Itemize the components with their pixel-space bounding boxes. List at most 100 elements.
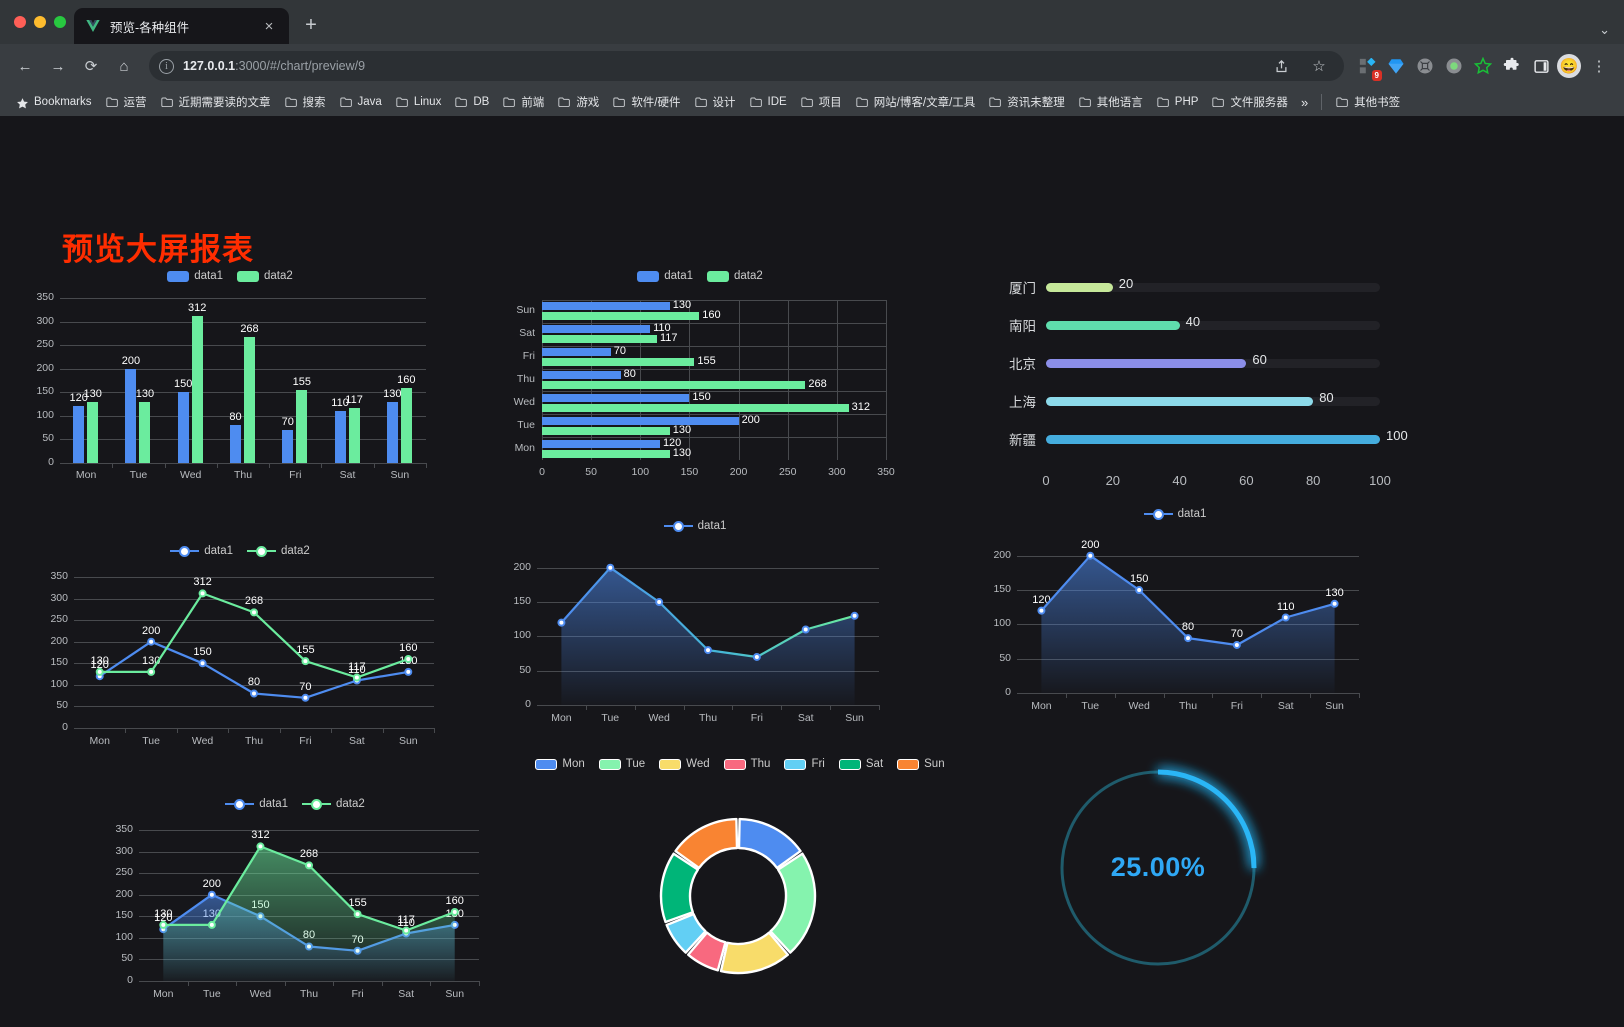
progress-row[interactable]: 南阳 40 <box>990 306 1380 344</box>
home-button[interactable]: ⌂ <box>119 57 129 75</box>
legend-item-Sun[interactable]: Sun <box>897 758 945 770</box>
forward-button[interactable]: → <box>50 57 66 75</box>
legend-item-data1[interactable]: data1 <box>1143 508 1206 520</box>
data-point[interactable] <box>1184 634 1192 643</box>
site-info-icon[interactable]: i <box>159 58 174 74</box>
close-window-button[interactable] <box>14 16 26 28</box>
reload-button[interactable]: ⟳ <box>84 58 98 75</box>
data-point[interactable] <box>752 652 761 661</box>
horizontal-bar-chart[interactable]: data1 data2 0 50 100 150 200 250 300 350 Sun 130 160… <box>500 266 900 486</box>
bookmarks-overflow-button[interactable]: » <box>1300 94 1309 110</box>
data-point[interactable] <box>404 667 413 676</box>
bookmark-item-16[interactable]: PHP <box>1151 93 1205 111</box>
bookmark-item-6[interactable]: DB <box>449 93 495 111</box>
donut-slice-Tue[interactable] <box>769 852 817 954</box>
legend-item-data2[interactable]: data2 <box>247 545 310 557</box>
donut-slice-Sun[interactable] <box>674 817 739 870</box>
window-controls[interactable] <box>10 0 74 44</box>
browser-tab[interactable]: 预览-各种组件 × <box>74 8 289 44</box>
bookmark-item-15[interactable]: 其他语言 <box>1073 91 1149 113</box>
data-point[interactable] <box>95 672 104 681</box>
bookmark-item-0[interactable]: Bookmarks <box>10 93 98 111</box>
progress-row[interactable]: 新疆 100 <box>990 420 1408 458</box>
other-bookmarks-folder[interactable]: 其他书签 <box>1330 91 1406 113</box>
bookmark-item-3[interactable]: 搜索 <box>279 91 332 113</box>
legend-item-Thu[interactable]: Thu <box>723 758 770 770</box>
bookmark-item-8[interactable]: 游戏 <box>552 91 605 113</box>
back-button[interactable]: ← <box>17 57 33 75</box>
data-point[interactable] <box>1281 613 1290 622</box>
legend-item-data1[interactable]: data1 <box>225 798 288 810</box>
legend-item-data1[interactable]: data1 <box>663 520 726 532</box>
data-point[interactable] <box>256 842 265 851</box>
command-extension-icon[interactable] <box>1412 53 1438 79</box>
donut-slice-Fri[interactable] <box>665 912 707 954</box>
data-point[interactable] <box>147 667 156 676</box>
bookmark-item-4[interactable]: Java <box>334 93 388 111</box>
data-point[interactable] <box>1232 640 1241 649</box>
bookmark-item-2[interactable]: 近期需要读的文章 <box>155 91 277 113</box>
donut-slice-Sat[interactable] <box>659 852 700 924</box>
close-tab-button[interactable]: × <box>264 17 274 35</box>
line-chart-two-series[interactable]: data1 data2 0 50 100 150 200 250 300 350 Mon Tue Wed… <box>30 541 450 756</box>
circle-extension-icon[interactable] <box>1441 53 1467 79</box>
gauge-chart[interactable]: 25.00% <box>1040 748 1280 993</box>
bookmark-item-9[interactable]: 软件/硬件 <box>607 91 686 113</box>
address-bar[interactable]: i 127.0.0.1:3000/#/chart/preview/9 ☆ <box>149 51 1344 81</box>
legend-item-data2[interactable]: data2 <box>237 270 293 282</box>
data-point[interactable] <box>353 946 362 955</box>
progress-row[interactable]: 厦门 20 <box>990 268 1380 306</box>
data-point[interactable] <box>850 611 859 620</box>
data-point[interactable] <box>305 942 313 951</box>
browser-menu-button[interactable]: ⋮ <box>1591 58 1607 75</box>
donut-chart[interactable]: Mon Tue Wed Thu Fri Sat Sun <box>535 754 945 1009</box>
bookmark-item-11[interactable]: IDE <box>744 93 793 111</box>
data-point[interactable] <box>301 693 310 702</box>
legend-item-Fri[interactable]: Fri <box>784 758 825 770</box>
legend-item-data1[interactable]: data1 <box>167 270 223 282</box>
legend-item-data2[interactable]: data2 <box>302 798 365 810</box>
bookmark-item-17[interactable]: 文件服务器 <box>1206 91 1294 113</box>
bookmark-item-5[interactable]: Linux <box>390 93 448 111</box>
data-point[interactable] <box>801 625 810 634</box>
minimize-window-button[interactable] <box>34 16 46 28</box>
legend-item-data2[interactable]: data2 <box>707 270 763 282</box>
bookmark-item-12[interactable]: 项目 <box>795 91 848 113</box>
progress-bar-chart[interactable]: 厦门 20 南阳 40 北京 60 上海 80 新疆 100 0 20 40 60 80 100 <box>990 268 1408 503</box>
profile-avatar[interactable]: 😄 <box>1557 54 1581 78</box>
bookmark-item-13[interactable]: 网站/博客/文章/工具 <box>850 91 982 113</box>
donut-slice-Mon[interactable] <box>737 817 802 870</box>
maximize-window-button[interactable] <box>54 16 66 28</box>
star-extension-icon[interactable] <box>1470 53 1496 79</box>
progress-row[interactable]: 上海 80 <box>990 382 1380 420</box>
data-point[interactable] <box>1330 599 1339 608</box>
diamond-extension-icon[interactable] <box>1383 53 1409 79</box>
legend-item-Mon[interactable]: Mon <box>535 758 585 770</box>
data-point[interactable] <box>402 929 411 938</box>
data-point[interactable] <box>207 920 216 929</box>
data-point[interactable] <box>1037 606 1046 615</box>
vertical-bar-chart[interactable]: data1 data2 0 50 100 150 200 250 300 350 Mon 120 130… <box>20 266 440 491</box>
new-tab-button[interactable]: + <box>305 13 317 36</box>
bookmark-item-14[interactable]: 资讯未整理 <box>983 91 1071 113</box>
data-point[interactable] <box>159 925 168 934</box>
data-point[interactable] <box>250 608 258 617</box>
donut-slice-Wed[interactable] <box>719 931 790 975</box>
side-panel-icon[interactable] <box>1528 53 1554 79</box>
bookmark-star-icon[interactable]: ☆ <box>1312 58 1326 75</box>
legend-item-data1[interactable]: data1 <box>637 270 693 282</box>
data-point[interactable] <box>250 689 258 698</box>
share-icon[interactable] <box>1266 51 1296 81</box>
smooth-line-chart[interactable]: data1 0 50 100 150 200 Mon Tue Wed Thu Fri Sat Sun <box>495 516 895 731</box>
data-point[interactable] <box>557 618 566 627</box>
legend-item-Sat[interactable]: Sat <box>838 758 883 770</box>
data-point[interactable] <box>450 920 459 929</box>
bookmark-item-1[interactable]: 运营 <box>100 91 153 113</box>
legend-item-Wed[interactable]: Wed <box>659 758 710 770</box>
grid-extension-icon[interactable]: 9 <box>1354 53 1382 81</box>
legend-item-data1[interactable]: data1 <box>170 545 233 557</box>
data-point[interactable] <box>305 861 313 870</box>
legend-item-Tue[interactable]: Tue <box>598 758 645 770</box>
data-point[interactable] <box>198 589 207 598</box>
data-point[interactable] <box>352 676 361 685</box>
